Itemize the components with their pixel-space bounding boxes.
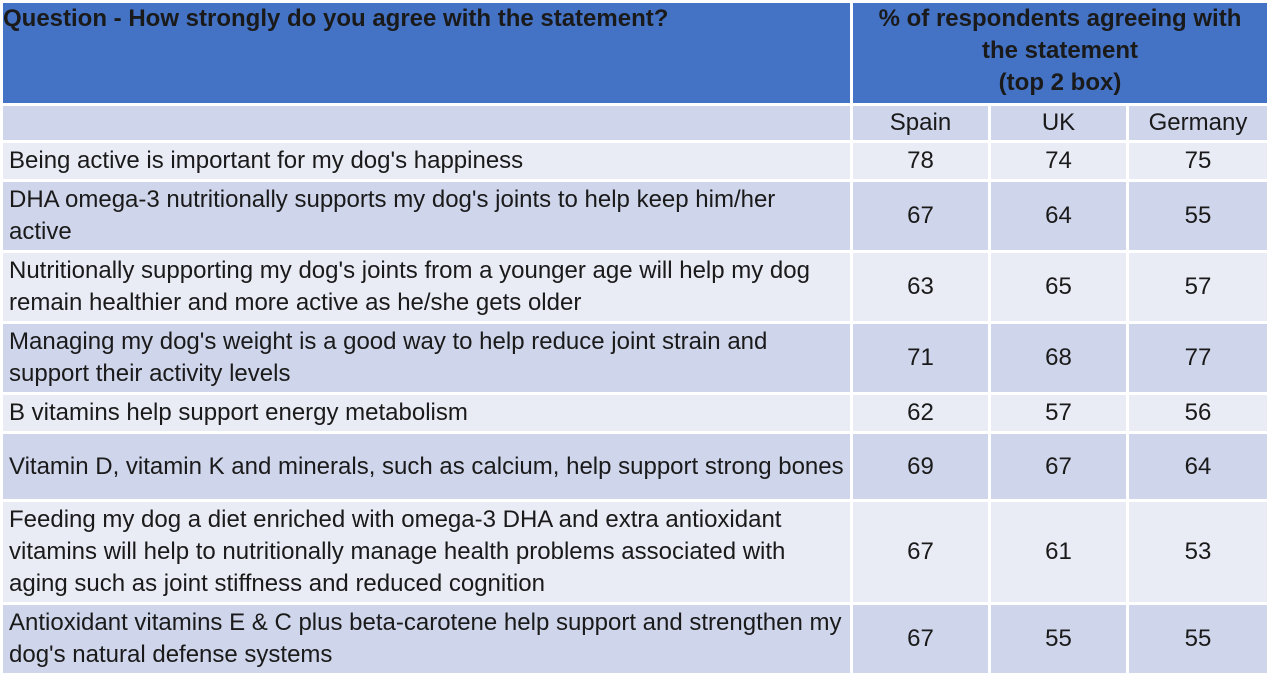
germany-value: 75 <box>1129 143 1267 182</box>
table-row: Nutritionally supporting my dog's joints… <box>3 253 1267 324</box>
survey-table: Question - How strongly do you agree wit… <box>3 3 1267 676</box>
spain-value: 78 <box>853 143 991 182</box>
table-row: Antioxidant vitamins E & C plus beta-car… <box>3 605 1267 676</box>
statement-cell: B vitamins help support energy metabolis… <box>3 395 853 434</box>
table-row: DHA omega-3 nutritionally supports my do… <box>3 182 1267 253</box>
spain-value: 67 <box>853 182 991 253</box>
spain-value: 69 <box>853 434 991 502</box>
uk-value: 65 <box>991 253 1129 324</box>
question-header: Question - How strongly do you agree wit… <box>3 3 853 106</box>
country-header-row: Spain UK Germany <box>3 106 1267 143</box>
country-uk-header: UK <box>991 106 1129 143</box>
spain-value: 63 <box>853 253 991 324</box>
statement-cell: Managing my dog's weight is a good way t… <box>3 324 853 395</box>
statement-cell: Vitamin D, vitamin K and minerals, such … <box>3 434 853 502</box>
uk-value: 67 <box>991 434 1129 502</box>
germany-value: 64 <box>1129 434 1267 502</box>
statement-cell: Feeding my dog a diet enriched with omeg… <box>3 502 853 605</box>
table-row: Feeding my dog a diet enriched with omeg… <box>3 502 1267 605</box>
uk-value: 68 <box>991 324 1129 395</box>
uk-value: 55 <box>991 605 1129 676</box>
germany-value: 56 <box>1129 395 1267 434</box>
table-row: Vitamin D, vitamin K and minerals, such … <box>3 434 1267 502</box>
statement-cell: Being active is important for my dog's h… <box>3 143 853 182</box>
country-spain-header: Spain <box>853 106 991 143</box>
germany-value: 77 <box>1129 324 1267 395</box>
spain-value: 67 <box>853 502 991 605</box>
table-row: Being active is important for my dog's h… <box>3 143 1267 182</box>
uk-value: 74 <box>991 143 1129 182</box>
percent-header-line-2: the statement <box>981 37 1139 64</box>
table-row: Managing my dog's weight is a good way t… <box>3 324 1267 395</box>
percent-header-line-3: (top 2 box) <box>998 69 1122 96</box>
uk-value: 64 <box>991 182 1129 253</box>
header-row: Question - How strongly do you agree wit… <box>3 3 1267 106</box>
germany-value: 53 <box>1129 502 1267 605</box>
percent-header: % of respondents agreeing with the state… <box>853 3 1267 106</box>
spain-value: 71 <box>853 324 991 395</box>
country-header-spacer <box>3 106 853 143</box>
spain-value: 67 <box>853 605 991 676</box>
germany-value: 55 <box>1129 182 1267 253</box>
statement-cell: DHA omega-3 nutritionally supports my do… <box>3 182 853 253</box>
germany-value: 57 <box>1129 253 1267 324</box>
germany-value: 55 <box>1129 605 1267 676</box>
statement-cell: Antioxidant vitamins E & C plus beta-car… <box>3 605 853 676</box>
uk-value: 61 <box>991 502 1129 605</box>
country-germany-header: Germany <box>1129 106 1267 143</box>
table-row: B vitamins help support energy metabolis… <box>3 395 1267 434</box>
percent-header-line-1: % of respondents agreeing with <box>878 5 1242 32</box>
statement-cell: Nutritionally supporting my dog's joints… <box>3 253 853 324</box>
uk-value: 57 <box>991 395 1129 434</box>
spain-value: 62 <box>853 395 991 434</box>
